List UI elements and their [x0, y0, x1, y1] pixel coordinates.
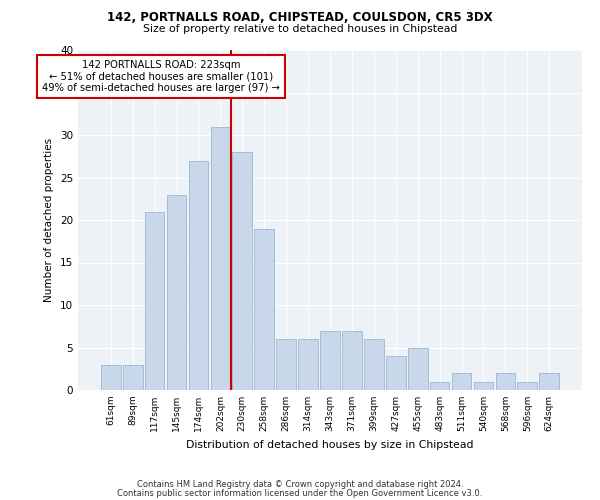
Text: 142, PORTNALLS ROAD, CHIPSTEAD, COULSDON, CR5 3DX: 142, PORTNALLS ROAD, CHIPSTEAD, COULSDON… [107, 11, 493, 24]
Bar [517, 382, 537, 390]
Bar [123, 364, 143, 390]
Bar [430, 382, 449, 390]
Bar [211, 126, 230, 390]
Y-axis label: Number of detached properties: Number of detached properties [44, 138, 55, 302]
Text: Contains public sector information licensed under the Open Government Licence v3: Contains public sector information licen… [118, 488, 482, 498]
Bar [539, 373, 559, 390]
X-axis label: Distribution of detached houses by size in Chipstead: Distribution of detached houses by size … [186, 440, 474, 450]
Bar [145, 212, 164, 390]
Bar [496, 373, 515, 390]
Bar [408, 348, 428, 390]
Bar [386, 356, 406, 390]
Bar [452, 373, 472, 390]
Bar [276, 339, 296, 390]
Bar [320, 330, 340, 390]
Bar [473, 382, 493, 390]
Bar [167, 194, 187, 390]
Bar [232, 152, 252, 390]
Bar [101, 364, 121, 390]
Text: Contains HM Land Registry data © Crown copyright and database right 2024.: Contains HM Land Registry data © Crown c… [137, 480, 463, 489]
Text: 142 PORTNALLS ROAD: 223sqm
← 51% of detached houses are smaller (101)
49% of sem: 142 PORTNALLS ROAD: 223sqm ← 51% of deta… [42, 60, 280, 94]
Bar [298, 339, 318, 390]
Bar [188, 160, 208, 390]
Text: Size of property relative to detached houses in Chipstead: Size of property relative to detached ho… [143, 24, 457, 34]
Bar [342, 330, 362, 390]
Bar [364, 339, 384, 390]
Bar [254, 228, 274, 390]
